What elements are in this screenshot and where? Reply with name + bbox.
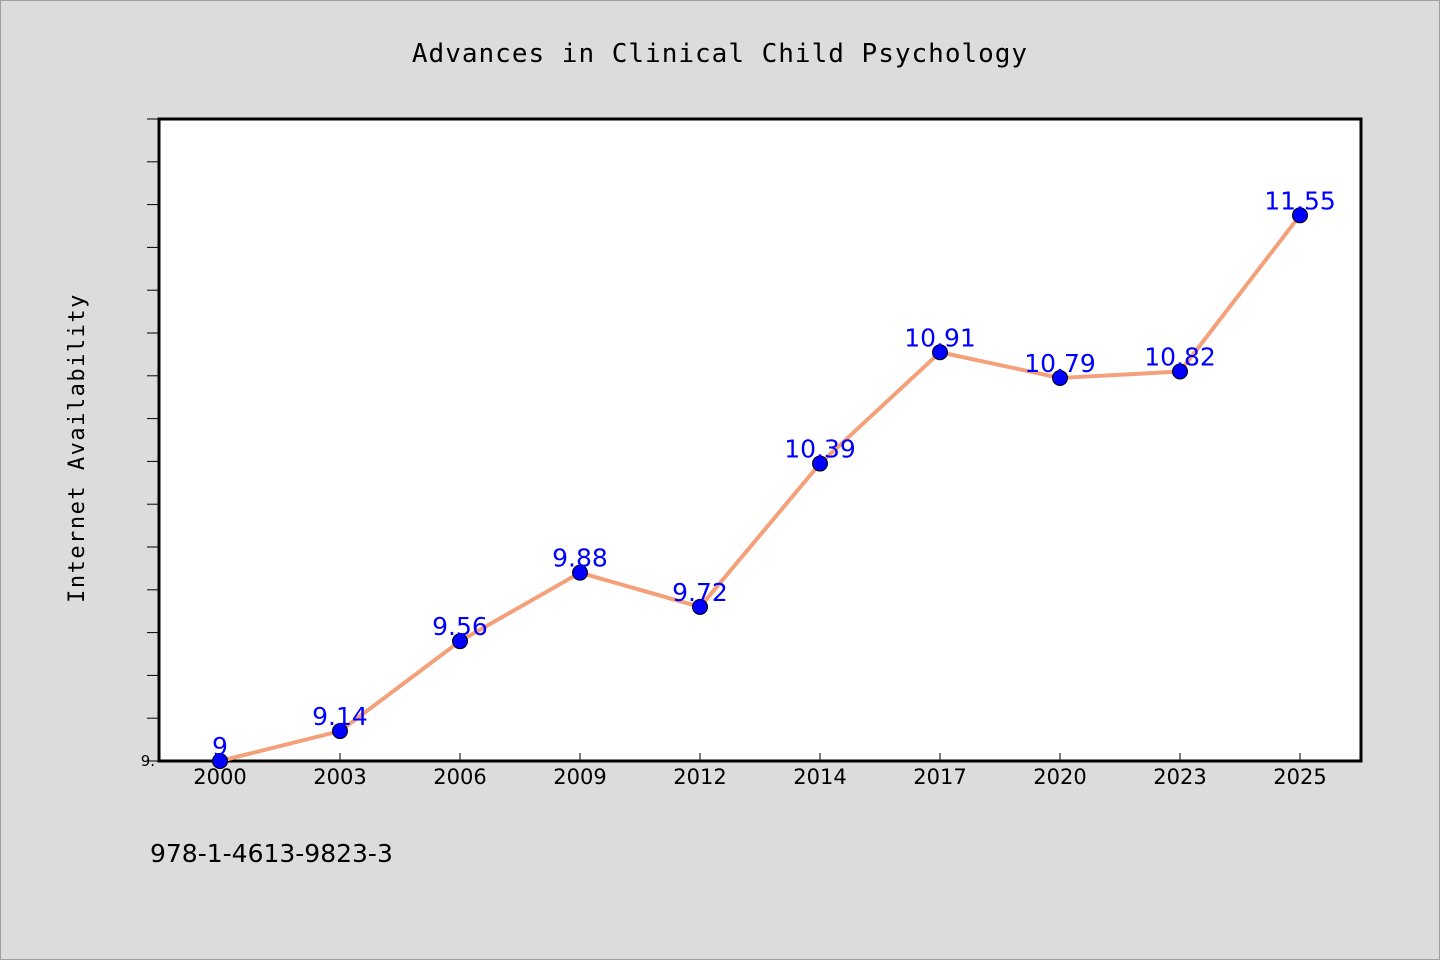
data-label: 9 <box>212 732 228 761</box>
data-point <box>1052 369 1068 386</box>
data-point <box>812 455 828 472</box>
x-tick-label: 2012 <box>673 765 726 789</box>
data-point <box>572 564 588 581</box>
x-tick-label: 2023 <box>1153 765 1206 789</box>
data-point <box>1172 363 1188 380</box>
series-line <box>219 214 1302 763</box>
data-point <box>692 598 708 615</box>
x-tick-label: 2003 <box>313 765 366 789</box>
data-point <box>1292 207 1308 224</box>
data-label: 9.88 <box>552 544 608 573</box>
y-axis-ticks: 9. <box>141 118 159 770</box>
data-label: 9.72 <box>672 578 728 607</box>
x-tick-label: 2025 <box>1273 765 1326 789</box>
data-point <box>452 633 468 650</box>
data-point <box>332 723 348 740</box>
y-tick-label: 9. <box>141 752 155 770</box>
data-label: 10.39 <box>784 435 856 464</box>
chart-title: Advances in Clinical Child Psychology <box>412 39 1028 69</box>
data-label: 10.79 <box>1024 349 1096 378</box>
data-point <box>932 344 948 361</box>
y-axis-label: Internet Availability <box>65 293 90 603</box>
data-label: 9.56 <box>432 612 488 641</box>
x-tick-label: 2014 <box>793 765 846 789</box>
data-label: 9.14 <box>312 702 368 731</box>
data-label: 10.91 <box>904 323 976 352</box>
x-tick-label: 2009 <box>553 765 606 789</box>
plot-area <box>157 117 1363 763</box>
data-label: 11.55 <box>1264 186 1336 215</box>
isbn-footnote: 978-1-4613-9823-3 <box>150 839 393 868</box>
data-label: 10.82 <box>1144 343 1216 372</box>
series-layer: 9 9.14 9.56 9.88 9.72 10.39 10.91 10.79 10.82 11.… <box>212 186 1336 769</box>
x-tick-label: 2020 <box>1033 765 1086 789</box>
data-point <box>212 753 228 769</box>
x-axis-ticks: 2000 2003 2006 2009 2012 2014 2017 2020 2023 2025 <box>193 753 1327 789</box>
x-tick-label: 2006 <box>433 765 486 789</box>
x-tick-label: 2017 <box>913 765 966 789</box>
